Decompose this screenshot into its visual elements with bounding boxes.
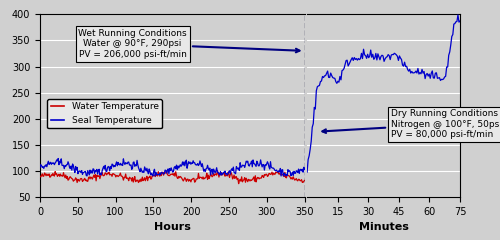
X-axis label: Minutes: Minutes: [358, 222, 408, 232]
Legend: Water Temperature, Seal Temperature: Water Temperature, Seal Temperature: [47, 99, 162, 128]
X-axis label: Hours: Hours: [154, 222, 190, 232]
Text: Wet Running Conditions
Water @ 90°F, 290psi
PV = 206,000 psi-ft/min: Wet Running Conditions Water @ 90°F, 290…: [78, 29, 300, 59]
Text: Dry Running Conditions
Nitrogen @ 100°F, 50psi
PV = 80,000 psi-ft/min: Dry Running Conditions Nitrogen @ 100°F,…: [322, 109, 500, 139]
